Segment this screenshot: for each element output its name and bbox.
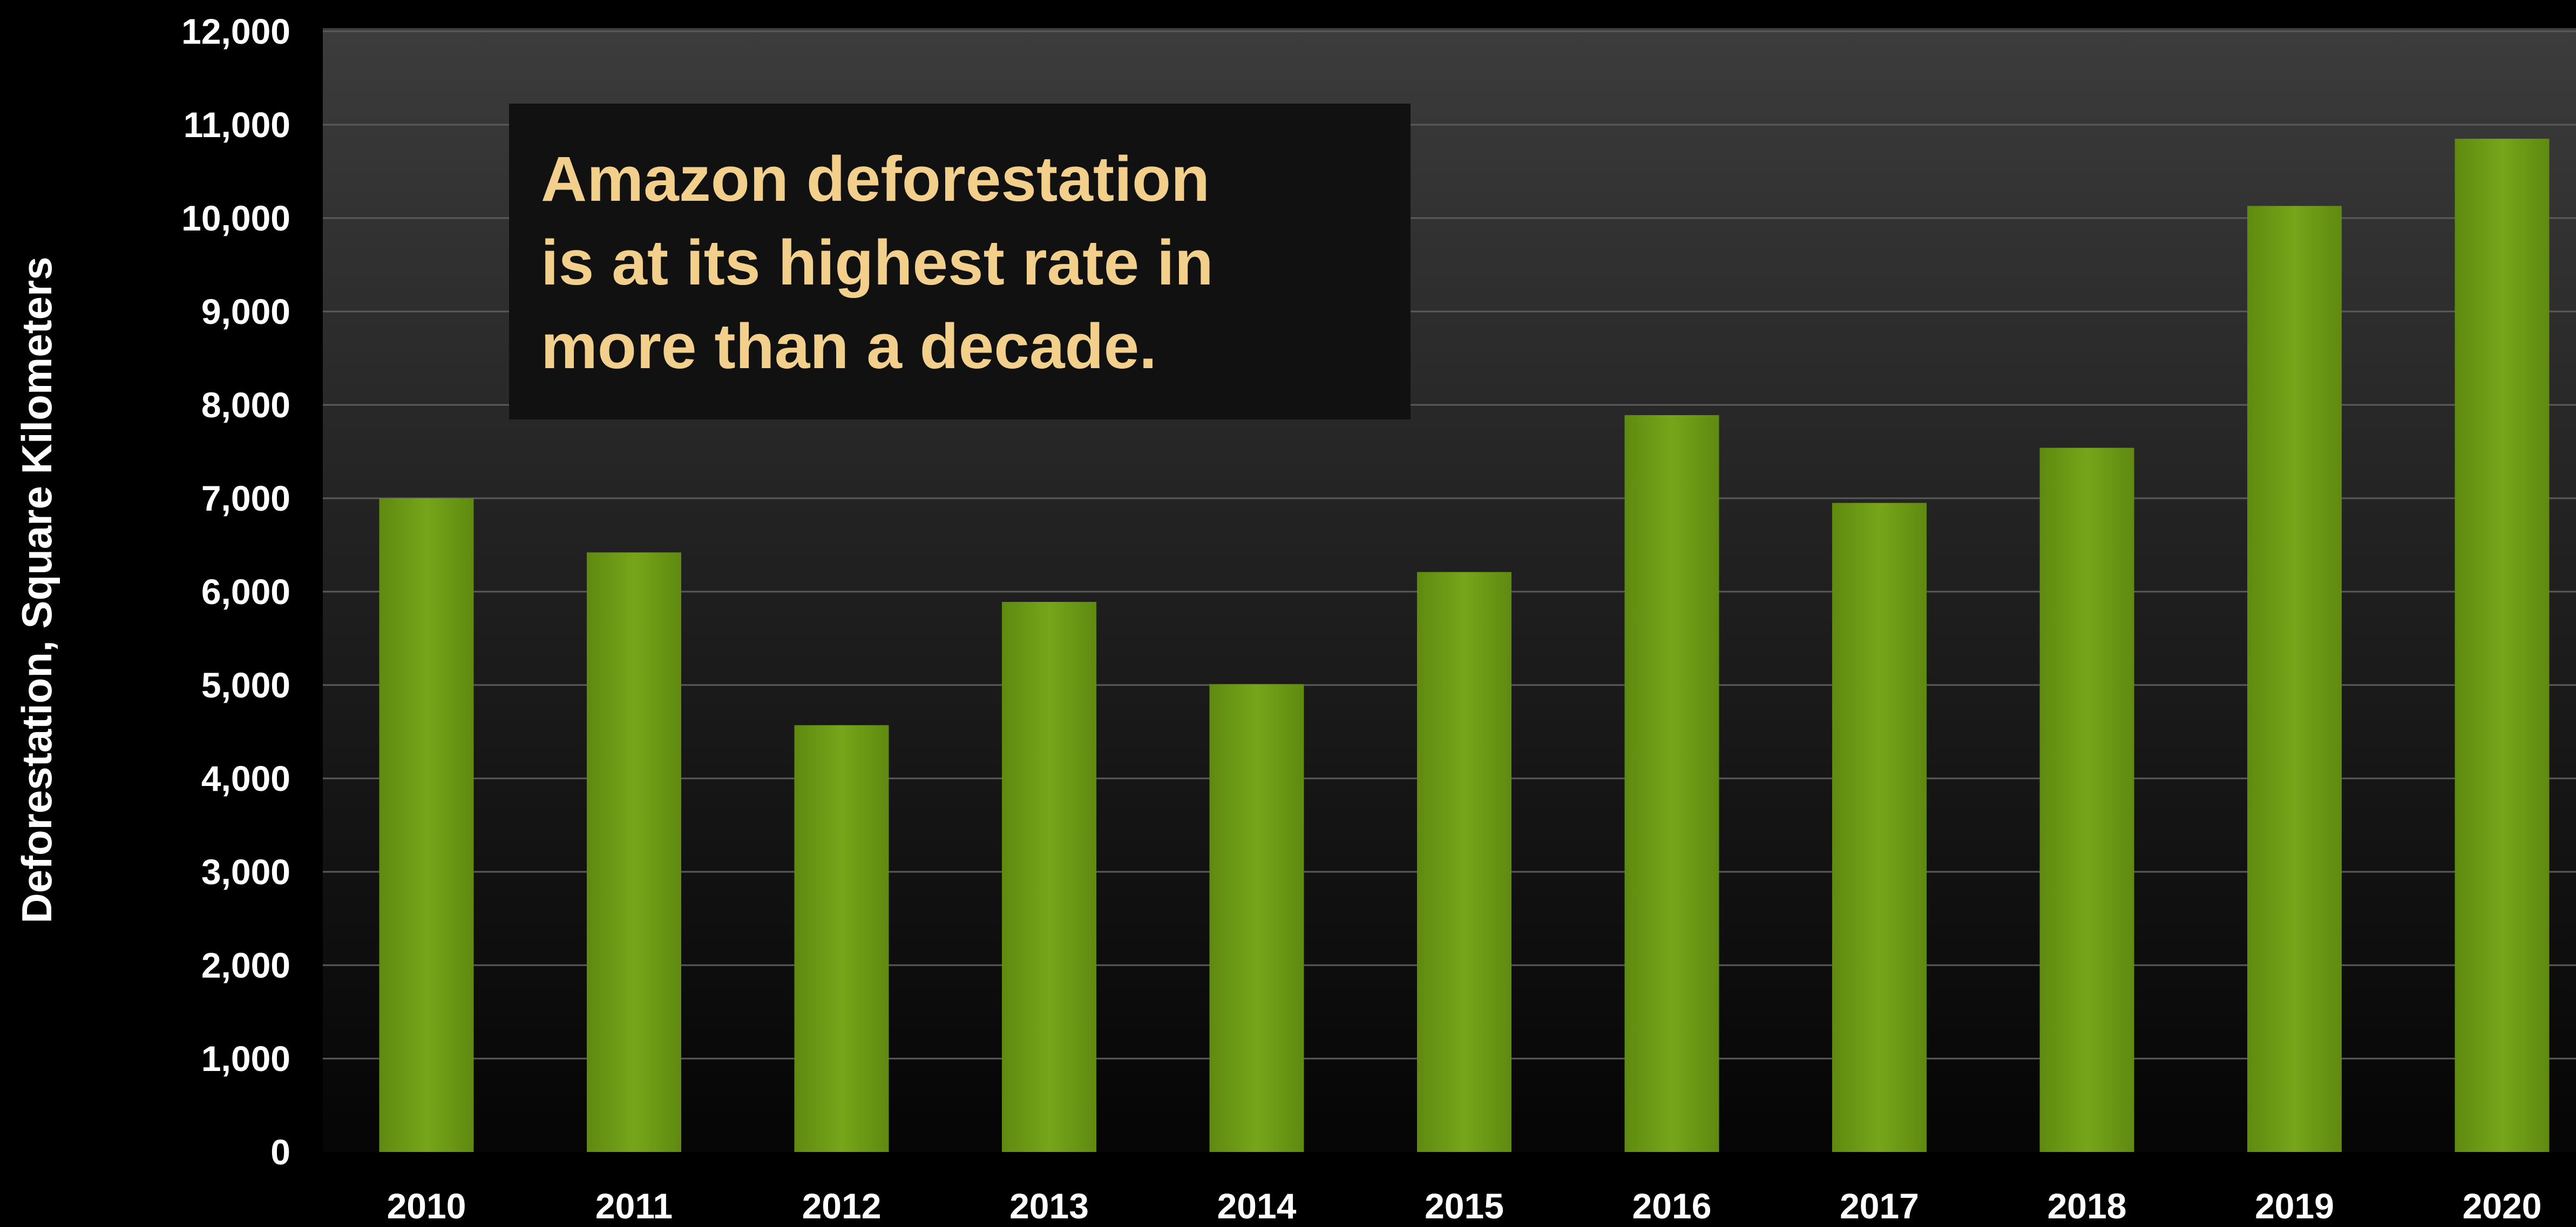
- annotation-line-3: more than a decade.: [541, 311, 1157, 382]
- y-tick-label: 4,000: [201, 758, 290, 798]
- y-tick-label: 0: [270, 1132, 290, 1172]
- y-axis-ticks: 0 1,000 2,000 3,000 4,000 5,000 6,000 7,000 8,00…: [181, 11, 290, 1172]
- bar-2015: [1417, 572, 1511, 1152]
- annotation-line-2: is at its highest rate in: [541, 227, 1214, 299]
- bar-2020: [2455, 138, 2550, 1153]
- y-tick-label: 9,000: [201, 292, 290, 331]
- y-tick-label: 2,000: [201, 945, 290, 985]
- bar-2019: [2247, 206, 2342, 1152]
- x-tick-label: 2015: [1425, 1186, 1504, 1226]
- x-tick-label: 2011: [595, 1186, 673, 1226]
- x-axis-ticks: 2010 2011 2012 2013 2014 2015 2016 2017 2018 2019…: [387, 1186, 2542, 1226]
- bar-2014: [1209, 684, 1304, 1152]
- x-tick-label: 2020: [2463, 1186, 2542, 1226]
- x-tick-label: 2013: [1009, 1186, 1089, 1226]
- y-tick-label: 12,000: [181, 11, 290, 51]
- y-tick-label: 1,000: [201, 1039, 290, 1079]
- x-tick-label: 2019: [2255, 1186, 2334, 1226]
- x-tick-label: 2016: [1632, 1186, 1712, 1226]
- bar-2011: [587, 552, 681, 1152]
- annotation-line-1: Amazon deforestation: [541, 144, 1210, 215]
- bar-2010: [379, 498, 474, 1152]
- x-tick-label: 2012: [802, 1186, 882, 1226]
- x-tick-label: 2010: [387, 1186, 466, 1226]
- bar-2016: [1624, 415, 1719, 1152]
- y-tick-label: 3,000: [201, 852, 290, 892]
- bar-2013: [1002, 602, 1096, 1152]
- x-tick-label: 2017: [1840, 1186, 1919, 1226]
- y-axis-label: Deforestation, Square Kilometers: [13, 256, 60, 923]
- y-tick-label: 8,000: [201, 385, 290, 425]
- y-tick-label: 6,000: [201, 572, 290, 612]
- bar-2012: [794, 725, 889, 1152]
- y-tick-label: 11,000: [184, 105, 290, 145]
- bar-2018: [2039, 448, 2134, 1152]
- y-tick-label: 10,000: [181, 198, 290, 238]
- x-tick-label: 2014: [1217, 1186, 1297, 1226]
- annotation-box: Amazon deforestation is at its highest r…: [509, 104, 1411, 419]
- bar-2017: [1832, 503, 1927, 1152]
- annotation-background: [509, 104, 1411, 419]
- x-tick-label: 2018: [2048, 1186, 2127, 1226]
- y-tick-label: 7,000: [201, 478, 290, 518]
- bars: [379, 138, 2550, 1153]
- y-tick-label: 5,000: [201, 665, 290, 705]
